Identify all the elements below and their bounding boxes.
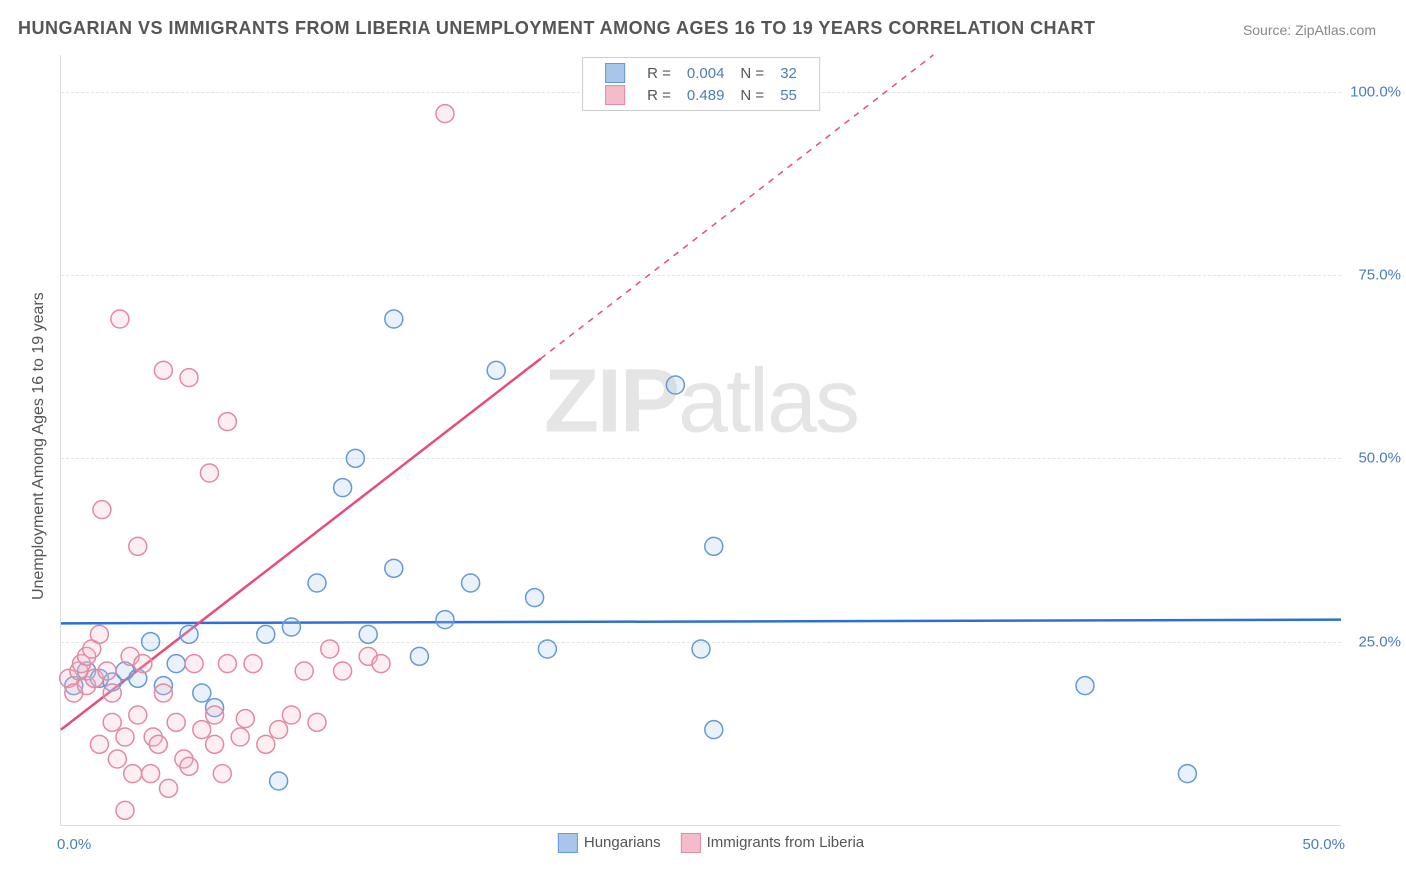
data-point <box>154 684 172 702</box>
data-point <box>436 611 454 629</box>
data-point <box>160 779 178 797</box>
data-point <box>142 633 160 651</box>
data-point <box>180 757 198 775</box>
data-point <box>308 713 326 731</box>
data-point <box>270 721 288 739</box>
data-point <box>93 501 111 519</box>
data-point <box>103 684 121 702</box>
data-point <box>108 750 126 768</box>
data-point <box>218 413 236 431</box>
data-point <box>116 801 134 819</box>
data-point <box>154 361 172 379</box>
legend-series-label: Hungarians <box>584 834 661 851</box>
data-point <box>462 574 480 592</box>
data-point <box>206 735 224 753</box>
legend-r-value: 0.489 <box>679 84 733 106</box>
chart-svg <box>61 55 1341 825</box>
x-tick-max: 50.0% <box>1302 836 1345 853</box>
data-point <box>1178 765 1196 783</box>
data-point <box>526 589 544 607</box>
chart-title: HUNGARIAN VS IMMIGRANTS FROM LIBERIA UNE… <box>18 18 1096 39</box>
legend-n-value: 55 <box>772 84 805 106</box>
data-point <box>385 559 403 577</box>
data-point <box>142 765 160 783</box>
data-point <box>213 765 231 783</box>
data-point <box>334 479 352 497</box>
data-point <box>236 710 254 728</box>
data-point <box>193 684 211 702</box>
data-point <box>436 105 454 123</box>
legend-series-label: Immigrants from Liberia <box>707 834 865 851</box>
legend-row: R =0.004N =32 <box>597 62 805 84</box>
legend-n-value: 32 <box>772 62 805 84</box>
data-point <box>270 772 288 790</box>
data-point <box>538 640 556 658</box>
data-point <box>103 713 121 731</box>
correlation-legend: R =0.004N =32R =0.489N =55 <box>582 57 820 111</box>
y-tick-label: 50.0% <box>1346 450 1401 467</box>
data-point <box>134 655 152 673</box>
legend-n-label: N = <box>732 84 772 106</box>
data-point <box>385 310 403 328</box>
legend-r-label: R = <box>639 84 679 106</box>
data-point <box>346 449 364 467</box>
legend-r-label: R = <box>639 62 679 84</box>
data-point <box>282 706 300 724</box>
data-point <box>692 640 710 658</box>
y-tick-label: 75.0% <box>1346 267 1401 284</box>
data-point <box>111 310 129 328</box>
data-point <box>372 655 390 673</box>
data-point <box>90 625 108 643</box>
data-point <box>167 655 185 673</box>
data-point <box>218 655 236 673</box>
data-point <box>180 625 198 643</box>
data-point <box>200 464 218 482</box>
x-tick-min: 0.0% <box>57 836 91 853</box>
y-tick-label: 25.0% <box>1346 633 1401 650</box>
data-point <box>334 662 352 680</box>
data-point <box>167 713 185 731</box>
data-point <box>129 537 147 555</box>
data-point <box>206 706 224 724</box>
data-point <box>124 765 142 783</box>
source-label: Source: ZipAtlas.com <box>1243 22 1376 38</box>
legend-row: R =0.489N =55 <box>597 84 805 106</box>
data-point <box>90 735 108 753</box>
y-tick-label: 100.0% <box>1346 83 1401 100</box>
data-point <box>295 662 313 680</box>
data-point <box>705 721 723 739</box>
data-point <box>1076 677 1094 695</box>
data-point <box>257 735 275 753</box>
series-legend: Hungarians Immigrants from Liberia <box>538 833 864 853</box>
data-point <box>282 618 300 636</box>
data-point <box>257 625 275 643</box>
data-point <box>149 735 167 753</box>
data-point <box>666 376 684 394</box>
data-point <box>410 647 428 665</box>
data-point <box>129 706 147 724</box>
data-point <box>185 655 203 673</box>
legend-swatch <box>681 833 701 853</box>
data-point <box>231 728 249 746</box>
data-point <box>705 537 723 555</box>
plot-area: ZIPatlas 25.0%50.0%75.0%100.0% R =0.004N… <box>60 55 1341 826</box>
legend-n-label: N = <box>732 62 772 84</box>
trendline <box>61 620 1341 624</box>
legend-swatch <box>605 85 625 105</box>
legend-swatch <box>605 63 625 83</box>
data-point <box>321 640 339 658</box>
data-point <box>308 574 326 592</box>
data-point <box>487 361 505 379</box>
data-point <box>359 625 377 643</box>
data-point <box>180 369 198 387</box>
data-point <box>98 662 116 680</box>
y-axis-label: Unemployment Among Ages 16 to 19 years <box>30 292 48 600</box>
data-point <box>116 728 134 746</box>
legend-r-value: 0.004 <box>679 62 733 84</box>
legend-swatch <box>558 833 578 853</box>
data-point <box>244 655 262 673</box>
data-point <box>193 721 211 739</box>
